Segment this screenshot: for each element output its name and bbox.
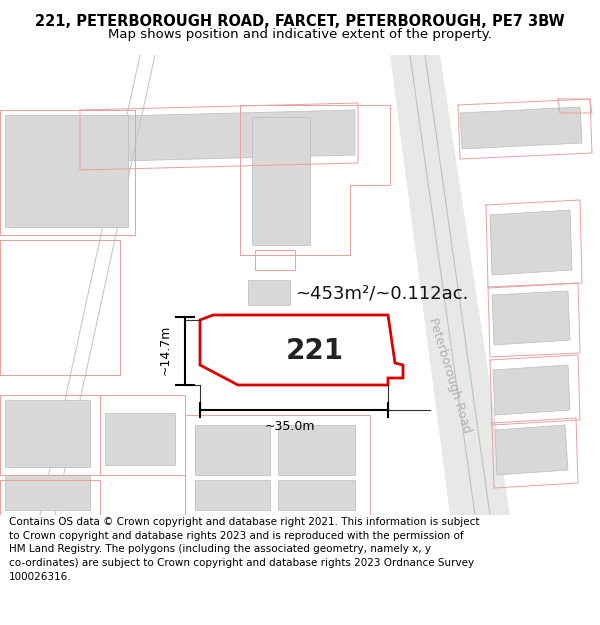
Text: 221: 221 (286, 337, 344, 365)
Polygon shape (278, 425, 355, 475)
Polygon shape (390, 55, 510, 515)
Polygon shape (5, 475, 90, 510)
Polygon shape (105, 413, 175, 465)
Polygon shape (5, 400, 90, 467)
Polygon shape (80, 110, 355, 162)
Polygon shape (460, 107, 582, 149)
Polygon shape (490, 210, 572, 275)
Polygon shape (495, 425, 568, 475)
Polygon shape (200, 315, 403, 385)
Polygon shape (5, 115, 128, 227)
Polygon shape (195, 425, 270, 475)
Text: ~14.7m: ~14.7m (158, 325, 172, 375)
Polygon shape (248, 323, 310, 373)
Polygon shape (252, 117, 310, 245)
Polygon shape (195, 480, 270, 510)
Polygon shape (248, 280, 290, 305)
Text: 221, PETERBOROUGH ROAD, FARCET, PETERBOROUGH, PE7 3BW: 221, PETERBOROUGH ROAD, FARCET, PETERBOR… (35, 14, 565, 29)
Polygon shape (493, 365, 570, 415)
Polygon shape (278, 480, 355, 510)
Text: Map shows position and indicative extent of the property.: Map shows position and indicative extent… (108, 28, 492, 41)
Text: Peterborough Road: Peterborough Road (426, 316, 474, 434)
Text: ~35.0m: ~35.0m (265, 421, 315, 434)
Polygon shape (492, 291, 570, 345)
Text: ~453m²/~0.112ac.: ~453m²/~0.112ac. (295, 284, 469, 302)
Text: Contains OS data © Crown copyright and database right 2021. This information is : Contains OS data © Crown copyright and d… (9, 518, 479, 582)
